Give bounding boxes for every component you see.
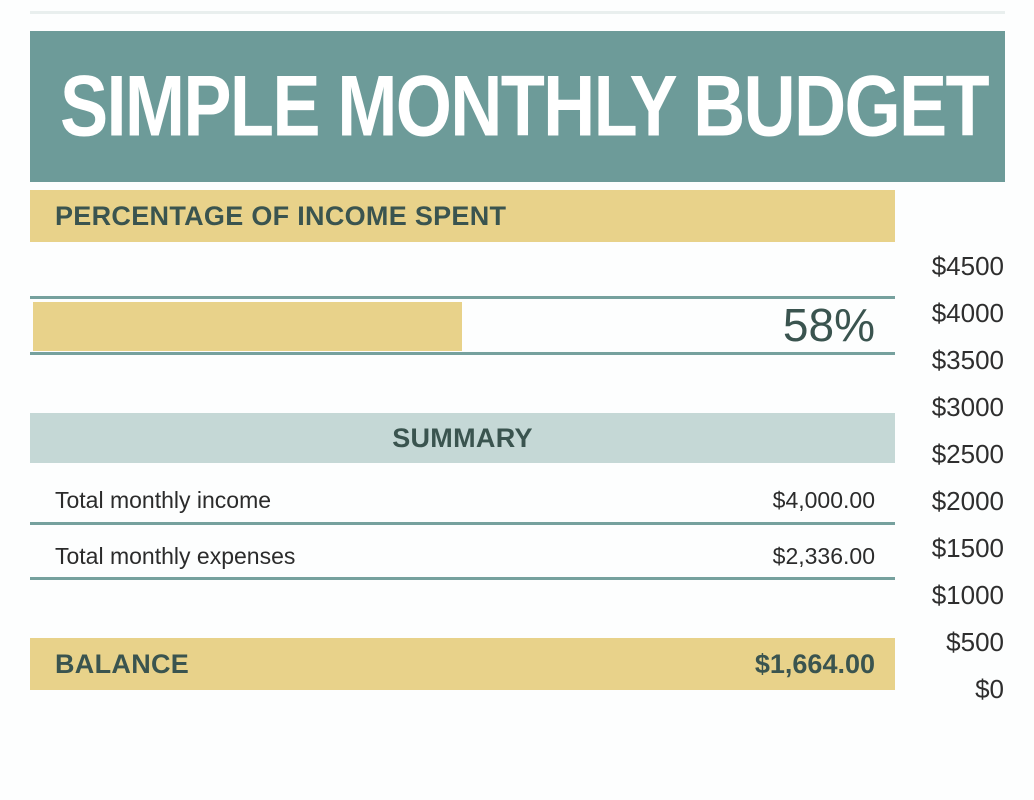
axis-tick: $4500 <box>931 251 1004 281</box>
axis-tick: $2000 <box>931 486 1004 516</box>
axis-tick: $3000 <box>931 392 1004 422</box>
summary-row-divider <box>30 577 895 580</box>
axis-tick: $3500 <box>931 345 1004 375</box>
summary-row-divider <box>30 522 895 525</box>
progress-rule-bottom <box>30 352 895 355</box>
summary-heading: SUMMARY <box>392 422 533 453</box>
axis-tick: $4000 <box>931 298 1004 328</box>
top-edge-line <box>30 11 1005 14</box>
percent-section-banner: PERCENTAGE OF INCOME SPENT <box>30 190 895 242</box>
chart-y-axis-labels: $4500 $4000 $3500 $3000 $2500 $2000 $150… <box>895 243 1004 713</box>
progress-rule-top <box>30 296 895 299</box>
progress-bar-fill <box>33 302 463 351</box>
summary-row-label-income: Total monthly income <box>55 487 272 513</box>
axis-tick: $2500 <box>931 439 1004 469</box>
summary-row-value-income: $4,000.00 <box>772 487 875 513</box>
page-header-band: SIMPLE MONTHLY BUDGET <box>30 31 1005 182</box>
axis-tick: $500 <box>946 627 1004 657</box>
axis-tick: $0 <box>975 674 1004 704</box>
balance-label: BALANCE <box>55 648 190 679</box>
axis-tick: $1000 <box>931 580 1004 610</box>
summary-row-label-expenses: Total monthly expenses <box>55 543 296 569</box>
balance-band: BALANCE $1,664.00 <box>30 638 895 690</box>
axis-tick: $1500 <box>931 533 1004 563</box>
progress-percent-label: 58% <box>782 299 875 351</box>
summary-row-value-expenses: $2,336.00 <box>772 543 875 569</box>
summary-header-band: SUMMARY <box>30 413 895 463</box>
balance-value: $1,664.00 <box>754 648 875 679</box>
page-title: SIMPLE MONTHLY BUDGET <box>60 58 990 154</box>
percent-section-heading: PERCENTAGE OF INCOME SPENT <box>55 200 507 231</box>
